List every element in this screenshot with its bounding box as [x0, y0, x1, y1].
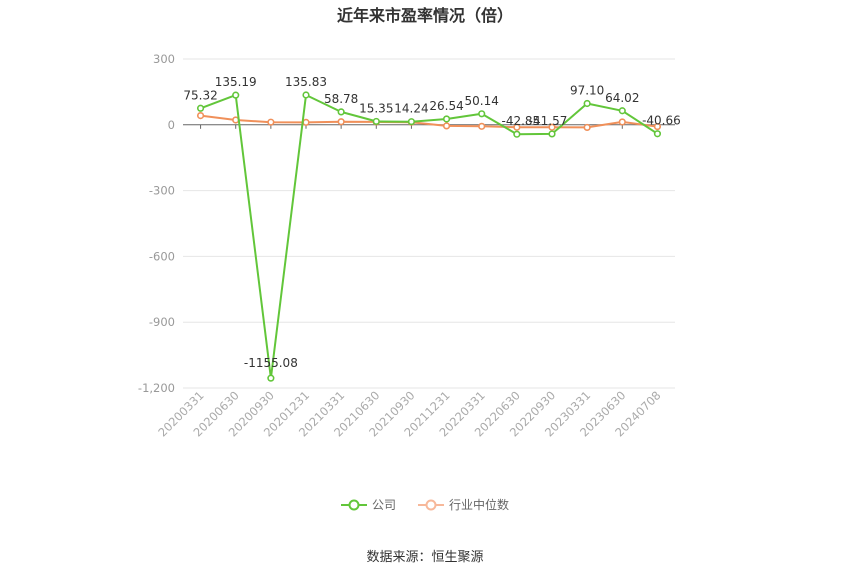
company-point	[478, 110, 486, 118]
y-tick-label: -1,200	[138, 381, 175, 395]
company-data-label: 58.78	[324, 92, 358, 106]
industry-median-point	[267, 118, 275, 126]
legend-item-company[interactable]: 公司	[340, 496, 396, 513]
industry-median-point	[442, 122, 451, 130]
industry-median-point	[513, 123, 521, 131]
y-tick-label: -300	[149, 184, 175, 198]
industry-median-point	[478, 122, 486, 130]
company-data-label: 135.83	[285, 75, 327, 89]
company-point	[267, 374, 275, 382]
industry-median-point	[583, 123, 591, 132]
company-data-label: -1155.08	[244, 356, 298, 370]
company-point	[407, 118, 416, 126]
company-data-label: 14.24	[394, 102, 428, 116]
series-layer	[196, 91, 662, 382]
industry-median-point	[196, 111, 205, 120]
legend-label-industry-median: 行业中位数	[449, 498, 510, 512]
company-data-label: 64.02	[605, 91, 639, 105]
company-point	[548, 130, 556, 138]
industry-median-point	[337, 118, 345, 126]
industry-median-point	[548, 123, 556, 131]
company-data-label: -41.57	[529, 114, 568, 128]
company-data-label: 26.54	[429, 99, 463, 113]
series-line-company	[200, 94, 658, 380]
series-line-industry-median	[200, 114, 658, 129]
legend-marker-company	[340, 499, 367, 510]
company-point	[618, 107, 626, 115]
company-point	[513, 130, 521, 138]
y-tick-label: 0	[168, 118, 175, 132]
chart-title: 近年来市盈率情况（倍）	[336, 6, 513, 25]
y-tick-label: 300	[153, 52, 175, 66]
company-data-label: 15.35	[359, 101, 393, 115]
legend-item-industry-median[interactable]: 行业中位数	[418, 496, 509, 513]
company-data-label: 97.10	[570, 84, 604, 98]
company-data-label: 75.32	[183, 88, 217, 102]
industry-median-point	[618, 118, 626, 126]
company-point	[442, 115, 451, 123]
source-note: 数据来源：恒生聚源	[366, 550, 484, 565]
y-tick-label: -900	[149, 315, 175, 329]
company-point	[653, 130, 662, 138]
company-point	[196, 104, 205, 112]
company-point	[337, 108, 345, 116]
legend: 公司 行业中位数	[0, 496, 850, 513]
y-tick-label: -600	[149, 249, 175, 263]
legend-marker-industry-median	[418, 499, 444, 510]
company-data-label: -40.66	[642, 114, 681, 128]
company-point	[232, 91, 240, 99]
industry-median-point	[302, 118, 310, 126]
company-data-label: -42.85	[502, 114, 541, 128]
legend-label-company: 公司	[371, 498, 396, 512]
company-point	[583, 99, 591, 108]
company-data-label: 50.14	[465, 94, 499, 108]
industry-median-point	[653, 122, 662, 131]
company-data-label: 135.19	[215, 75, 257, 89]
company-point	[372, 117, 380, 126]
company-point	[302, 91, 310, 99]
